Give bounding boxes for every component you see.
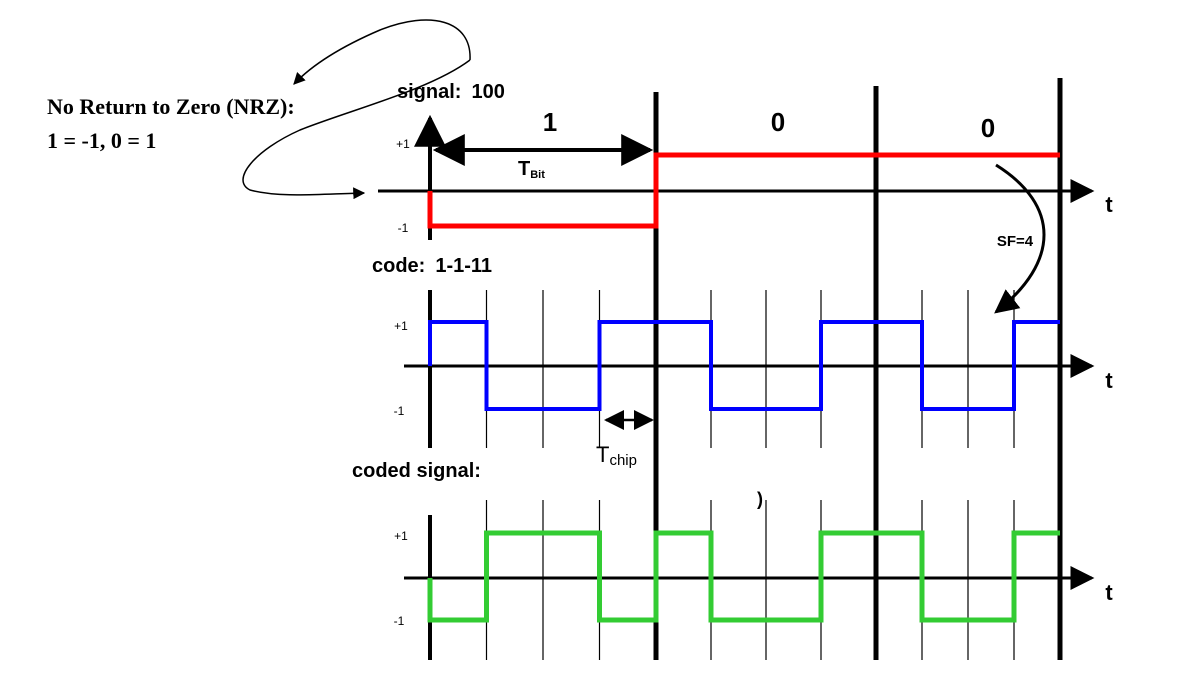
signal-title: signal: 100: [397, 81, 505, 103]
signal-plus-label: +1: [396, 137, 410, 151]
nrz-mapping: 1 = -1, 0 = 1: [47, 128, 156, 153]
stray-mark: ): [757, 489, 763, 509]
bit-label-1: 1: [543, 107, 557, 137]
coded-signal-waveform: [427, 530, 1060, 623]
tbit-label: TBit: [518, 158, 545, 181]
bit-boundaries: [653, 78, 1063, 660]
code-t-label: t: [1105, 368, 1113, 393]
code-title: code: 1-1-11: [372, 255, 492, 277]
nrz-loop-arrow-upper: [293, 19, 471, 85]
signal-title-value: 100: [471, 81, 504, 103]
code-plus-label: +1: [394, 319, 408, 333]
coded-t-label: t: [1105, 580, 1113, 605]
code-title-value: 1-1-11: [435, 255, 492, 277]
x-axes: [378, 179, 1095, 590]
bit-label-2: 0: [771, 107, 785, 137]
code-title-label: code:: [372, 255, 425, 277]
coded-minus-label: -1: [394, 614, 405, 628]
signal-minus-label: -1: [398, 221, 409, 235]
chip-grid: [485, 290, 1015, 660]
bit-label-3: 0: [981, 113, 995, 143]
coded-plus-label: +1: [394, 529, 408, 543]
coded-signal-title: coded signal:: [352, 460, 481, 482]
tbit-label-sub: Bit: [530, 169, 545, 181]
tbit-label-main: T: [518, 158, 530, 180]
tchip-label: Tchip: [596, 442, 637, 469]
nrz-loop-arrow-lower: [242, 59, 471, 200]
sf-label: SF=4: [997, 233, 1034, 250]
signal-title-label: signal:: [397, 81, 461, 103]
code-minus-label: -1: [394, 404, 405, 418]
signal-waveform: [427, 152, 1060, 229]
tchip-label-sub: chip: [609, 452, 637, 469]
tchip-label-main: T: [596, 442, 609, 467]
sf-curved-arrow: [994, 163, 1046, 314]
nrz-title: No Return to Zero (NRZ):: [47, 94, 295, 119]
code-waveform: [428, 320, 1060, 411]
signal-t-label: t: [1105, 192, 1113, 217]
